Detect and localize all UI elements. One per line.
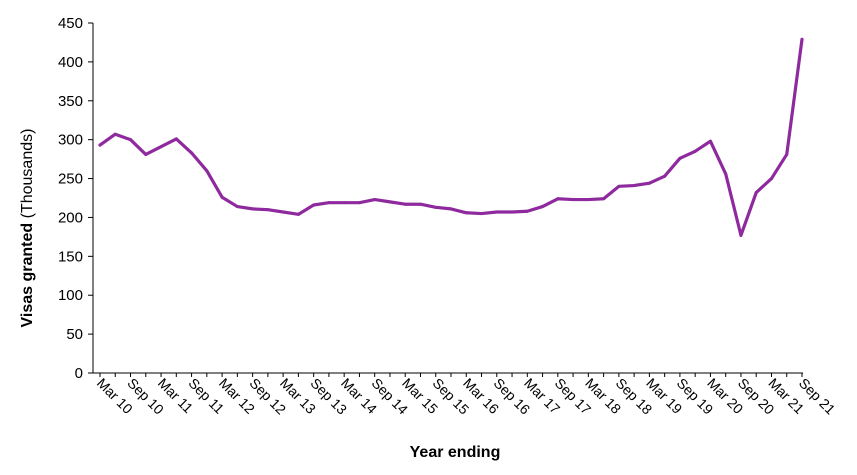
- data-point: [190, 151, 194, 155]
- data-point: [800, 37, 804, 41]
- y-tick-label: 400: [58, 54, 83, 71]
- y-tick-label: 50: [66, 326, 83, 343]
- data-point: [602, 197, 606, 201]
- data-point: [739, 233, 743, 237]
- series-line-visas-granted: [98, 37, 804, 237]
- data-point: [251, 207, 255, 211]
- data-point: [480, 212, 484, 216]
- y-axis-title-main: Visas granted: [19, 223, 36, 328]
- data-point: [434, 205, 438, 209]
- y-axis-ticks: 0 50 100 150 200 250 300 350 400 450: [58, 15, 93, 382]
- data-point: [235, 205, 239, 209]
- data-point: [418, 202, 422, 206]
- x-tick-label: Sep 21: [796, 375, 839, 418]
- data-point: [693, 149, 697, 153]
- data-point: [403, 202, 407, 206]
- data-point: [174, 137, 178, 141]
- data-point: [388, 200, 392, 204]
- y-tick-label: 200: [58, 209, 83, 226]
- data-point: [617, 184, 621, 188]
- y-axis-title: Visas granted (Thousands): [19, 129, 36, 328]
- data-point: [327, 201, 331, 205]
- series-points: [98, 37, 804, 237]
- y-tick-label: 150: [58, 248, 83, 265]
- data-point: [266, 208, 270, 212]
- y-tick-label: 0: [75, 365, 83, 382]
- data-point: [495, 210, 499, 214]
- data-point: [708, 139, 712, 143]
- data-point: [571, 198, 575, 202]
- data-point: [357, 201, 361, 205]
- data-point: [144, 152, 148, 156]
- data-point: [724, 172, 728, 176]
- y-tick-label: 350: [58, 93, 83, 110]
- data-point: [769, 177, 773, 181]
- x-axis-title: Year ending: [410, 444, 501, 461]
- y-tick-label: 300: [58, 132, 83, 149]
- data-point: [205, 169, 209, 173]
- data-point: [678, 156, 682, 160]
- data-point: [464, 211, 468, 215]
- data-point: [449, 207, 453, 211]
- data-point: [312, 203, 316, 207]
- data-point: [785, 152, 789, 156]
- data-point: [98, 143, 102, 147]
- data-point: [296, 212, 300, 216]
- data-point: [754, 191, 758, 195]
- data-point: [373, 198, 377, 202]
- data-point: [113, 132, 117, 136]
- y-tick-label: 100: [58, 287, 83, 304]
- y-axis-title-unit-text: (Thousands): [19, 129, 36, 219]
- data-point: [159, 145, 163, 149]
- y-tick-label: 250: [58, 171, 83, 188]
- data-point: [632, 184, 636, 188]
- data-point: [281, 210, 285, 214]
- data-point: [556, 197, 560, 201]
- data-point: [541, 205, 545, 209]
- data-point: [586, 198, 590, 202]
- y-tick-label: 450: [58, 15, 83, 32]
- data-point: [342, 201, 346, 205]
- data-point: [647, 181, 651, 185]
- data-point: [510, 210, 514, 214]
- data-point: [129, 138, 133, 142]
- data-point: [525, 209, 529, 213]
- data-point: [220, 195, 224, 199]
- data-point: [663, 174, 667, 178]
